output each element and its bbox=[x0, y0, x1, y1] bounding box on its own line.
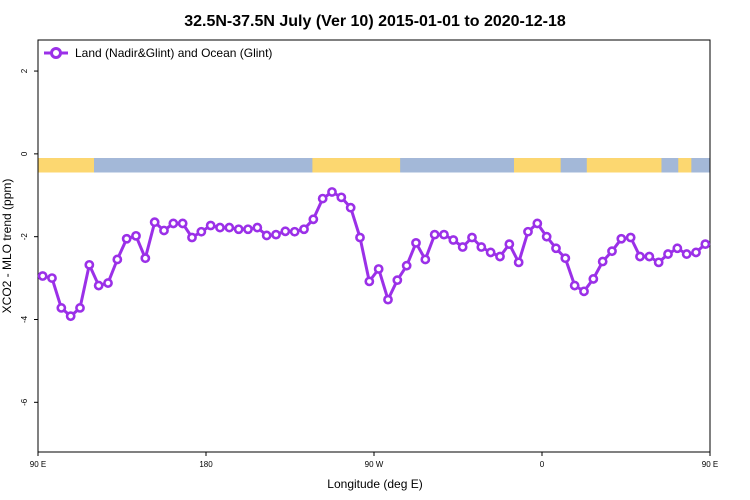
data-point bbox=[47, 273, 57, 283]
x-axis-label: Longitude (deg E) bbox=[327, 477, 422, 491]
data-point bbox=[196, 226, 207, 237]
data-point bbox=[37, 271, 48, 281]
data-point bbox=[448, 235, 459, 245]
legend-marker-swatch bbox=[50, 47, 62, 59]
data-point bbox=[355, 232, 365, 243]
data-point bbox=[252, 222, 263, 233]
data-point bbox=[299, 224, 309, 235]
data-point bbox=[215, 222, 225, 233]
data-point bbox=[597, 256, 608, 267]
data-point bbox=[401, 260, 412, 271]
data-point bbox=[271, 229, 281, 240]
data-point bbox=[112, 254, 123, 265]
data-point bbox=[467, 232, 477, 243]
data-point bbox=[317, 193, 328, 204]
data-point bbox=[224, 222, 235, 233]
data-point bbox=[159, 225, 169, 236]
data-point bbox=[420, 254, 431, 265]
data-point bbox=[84, 259, 95, 270]
data-point bbox=[625, 232, 636, 243]
y-tick-label: 2 bbox=[20, 68, 29, 73]
data-point bbox=[560, 253, 571, 264]
x-tick-label: 90 W bbox=[365, 460, 384, 469]
data-point bbox=[532, 218, 543, 229]
y-tick-label: 0 bbox=[20, 151, 29, 156]
land-band-segment bbox=[678, 158, 692, 173]
data-point bbox=[177, 218, 188, 229]
data-point bbox=[439, 229, 449, 240]
data-point bbox=[588, 274, 599, 284]
land-band-segment bbox=[514, 158, 561, 173]
land-band-segment bbox=[312, 158, 401, 173]
data-point bbox=[168, 218, 179, 229]
data-point bbox=[187, 232, 197, 243]
data-point bbox=[93, 280, 104, 291]
data-point bbox=[457, 242, 468, 252]
data-point bbox=[373, 264, 384, 274]
x-tick-label: 0 bbox=[540, 460, 545, 469]
series-layer bbox=[37, 187, 711, 322]
data-point bbox=[616, 233, 627, 244]
data-point bbox=[65, 311, 76, 322]
y-tick-label: -4 bbox=[20, 315, 29, 323]
data-point bbox=[140, 253, 151, 264]
data-point bbox=[308, 214, 319, 225]
data-point bbox=[261, 230, 272, 241]
data-point bbox=[691, 247, 701, 258]
data-point bbox=[392, 275, 403, 286]
data-point bbox=[495, 251, 505, 262]
data-point bbox=[336, 192, 347, 203]
data-point bbox=[327, 187, 337, 197]
data-point bbox=[672, 243, 683, 254]
data-point bbox=[644, 251, 655, 262]
data-point bbox=[364, 276, 375, 287]
data-point bbox=[233, 224, 244, 235]
land-band-segment bbox=[38, 158, 94, 173]
data-point bbox=[75, 303, 85, 313]
data-point bbox=[541, 231, 552, 242]
data-point bbox=[205, 220, 216, 231]
data-point bbox=[476, 242, 487, 252]
data-point bbox=[635, 251, 645, 262]
data-point bbox=[681, 249, 692, 259]
data-point bbox=[56, 303, 67, 313]
data-point bbox=[551, 243, 561, 254]
data-point bbox=[149, 217, 160, 228]
legend-label: Land (Nadir&Glint) and Ocean (Glint) bbox=[75, 46, 272, 60]
data-point bbox=[579, 286, 589, 297]
data-point bbox=[607, 246, 617, 257]
data-point bbox=[569, 280, 580, 291]
x-tick-label: 180 bbox=[199, 460, 213, 469]
data-point bbox=[345, 202, 356, 213]
data-point bbox=[243, 224, 253, 235]
land-band-segment bbox=[586, 158, 662, 173]
plot-frame bbox=[37, 39, 711, 453]
legend: Land (Nadir&Glint) and Ocean (Glint) bbox=[44, 46, 272, 60]
data-point bbox=[289, 226, 300, 237]
y-tick-label: -6 bbox=[20, 398, 29, 406]
series-line bbox=[42, 190, 707, 318]
data-point bbox=[663, 249, 673, 259]
y-tick-label: -2 bbox=[20, 233, 29, 241]
data-point bbox=[513, 257, 524, 268]
data-point bbox=[280, 226, 291, 237]
data-point bbox=[653, 257, 664, 268]
data-point bbox=[383, 294, 393, 305]
data-point bbox=[485, 247, 496, 258]
chart-title: 32.5N-37.5N July (Ver 10) 2015-01-01 to … bbox=[184, 13, 566, 30]
axis-ticks: 90 E 180 90 W 0 90 E 2 0 -2 -4 -6 bbox=[20, 68, 718, 469]
y-axis-label: XCO2 - MLO trend (ppm) bbox=[0, 179, 14, 314]
data-point bbox=[429, 229, 440, 240]
land-ocean-band bbox=[38, 158, 710, 173]
data-point bbox=[523, 226, 533, 237]
data-point bbox=[131, 230, 141, 241]
x-tick-label: 90 E bbox=[30, 460, 46, 469]
data-point bbox=[103, 278, 113, 288]
x-tick-label: 90 E bbox=[702, 460, 718, 469]
data-point bbox=[411, 237, 421, 248]
data-point bbox=[504, 239, 515, 250]
data-point bbox=[700, 239, 711, 250]
data-point bbox=[121, 233, 132, 244]
